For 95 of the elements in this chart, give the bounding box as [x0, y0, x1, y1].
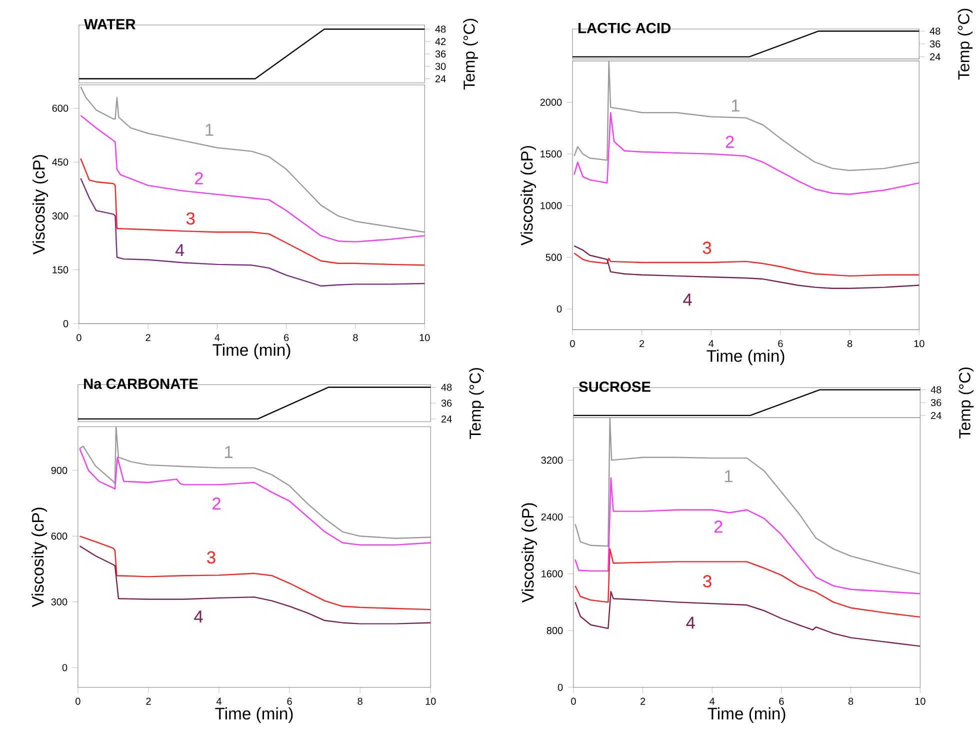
y2-axis-title: Temp (°C)	[958, 367, 974, 438]
x-tick-label: 0	[571, 698, 576, 705]
y2-axis-title: Temp (°C)	[463, 18, 478, 90]
y-tick-label: 3200	[541, 456, 563, 464]
x-tick-label: 8	[353, 334, 358, 342]
x-tick-label: 2	[146, 698, 151, 705]
series-label: 2	[194, 172, 203, 184]
y-axis-title: Viscosity (cP)	[32, 508, 48, 608]
chart-title: Na CARBONATE	[84, 378, 198, 389]
y-tick-label: 500	[546, 254, 562, 261]
y2-axis-title: Temp (°C)	[469, 368, 484, 439]
line-series	[80, 86, 425, 233]
series-label: 4	[686, 616, 695, 628]
x-tick-label: 10	[914, 340, 924, 347]
x-tick-label: 0	[570, 340, 575, 347]
x-tick-label: 8	[358, 698, 362, 705]
y2-tick-label: 48	[441, 384, 452, 391]
x-tick-label: 6	[778, 340, 783, 347]
series-label: 4	[175, 244, 184, 256]
y2-tick-label: 48	[435, 25, 446, 32]
x-tick-label: 8	[847, 340, 852, 347]
y2-tick-label: 36	[930, 398, 942, 406]
x-tick-label: 2	[640, 340, 644, 347]
y2-tick-label: 24	[441, 415, 452, 422]
x-tick-label: 2	[640, 698, 646, 705]
line-series	[79, 535, 431, 610]
y-axis-title: Viscosity (cP)	[522, 503, 538, 603]
y-tick-label: 0	[556, 305, 562, 312]
x-tick-label: 0	[76, 334, 82, 342]
x-tick-label: 4	[708, 340, 714, 347]
y-tick-label: 150	[52, 266, 68, 274]
y2-tick-label: 48	[930, 386, 942, 394]
x-tick-label: 6	[284, 334, 289, 342]
y-tick-label: 0	[62, 664, 68, 672]
chart-title: SUCROSE	[578, 381, 650, 392]
y2-tick-label: 36	[441, 399, 452, 407]
x-tick-label: 8	[848, 698, 854, 705]
series-label: 1	[724, 470, 732, 482]
x-axis-title: Time (min)	[212, 343, 290, 359]
line-series	[79, 426, 431, 539]
x-tick-label: 4	[710, 698, 715, 704]
x-tick-label: 4	[214, 334, 220, 341]
series-label: 4	[194, 610, 203, 622]
y-tick-label: 2000	[540, 98, 562, 106]
series-label: 4	[683, 294, 692, 306]
y2-axis-title: Temp (°C)	[958, 8, 973, 80]
y-tick-label: 300	[51, 598, 68, 606]
y-tick-label: 2400	[541, 513, 563, 520]
series-label: 2	[714, 520, 722, 532]
line-series	[79, 545, 431, 624]
y-tick-label: 0	[558, 684, 563, 691]
series-label: 1	[206, 124, 214, 136]
x-tick-label: 6	[287, 698, 292, 705]
y-tick-label: 300	[52, 212, 68, 220]
x-axis-title: Time (min)	[708, 707, 786, 723]
chart-title: LACTIC ACID	[578, 22, 671, 34]
y2-tick-label: 48	[930, 27, 940, 34]
y-axis-title: Viscosity (cP)	[520, 146, 536, 246]
x-axis-title: Time (min)	[215, 707, 293, 723]
y2-tick-label: 36	[930, 40, 940, 48]
y-tick-label: 1000	[540, 202, 562, 210]
y2-tick-label: 42	[435, 38, 446, 45]
series-label: 3	[702, 242, 712, 254]
series-label: 3	[703, 574, 712, 588]
x-tick-label: 4	[216, 698, 222, 704]
series-label: 1	[225, 446, 232, 458]
line-series	[574, 60, 920, 171]
line-series	[79, 448, 431, 546]
y-tick-label: 450	[52, 158, 68, 166]
series-label: 3	[186, 212, 195, 224]
series-label: 2	[726, 136, 734, 148]
y-tick-label: 0	[63, 320, 68, 328]
chart-title: WATER	[84, 19, 136, 30]
y-tick-label: 600	[52, 104, 68, 112]
series-label: 1	[732, 99, 740, 112]
y2-tick-label: 24	[931, 412, 942, 419]
x-tick-label: 10	[426, 698, 436, 705]
y-tick-label: 1600	[542, 570, 563, 578]
x-tick-label: 10	[420, 334, 430, 342]
x-axis-title: Time (min)	[706, 349, 784, 365]
x-tick-label: 2	[146, 334, 150, 341]
x-tick-label: 10	[915, 698, 926, 705]
series-label: 2	[212, 497, 220, 510]
x-tick-label: 0	[76, 698, 80, 705]
y-tick-label: 800	[546, 626, 563, 634]
y2-tick-label: 36	[435, 50, 446, 58]
y2-tick-label: 30	[435, 62, 446, 70]
y-tick-label: 900	[51, 466, 68, 474]
y-tick-label: 1500	[540, 150, 562, 158]
y-axis-title: Viscosity (cP)	[32, 154, 48, 254]
y-tick-label: 600	[51, 532, 68, 540]
x-tick-label: 6	[779, 698, 784, 705]
series-label: 3	[207, 551, 216, 564]
y2-tick-label: 24	[436, 75, 446, 82]
y2-tick-label: 24	[930, 53, 940, 60]
